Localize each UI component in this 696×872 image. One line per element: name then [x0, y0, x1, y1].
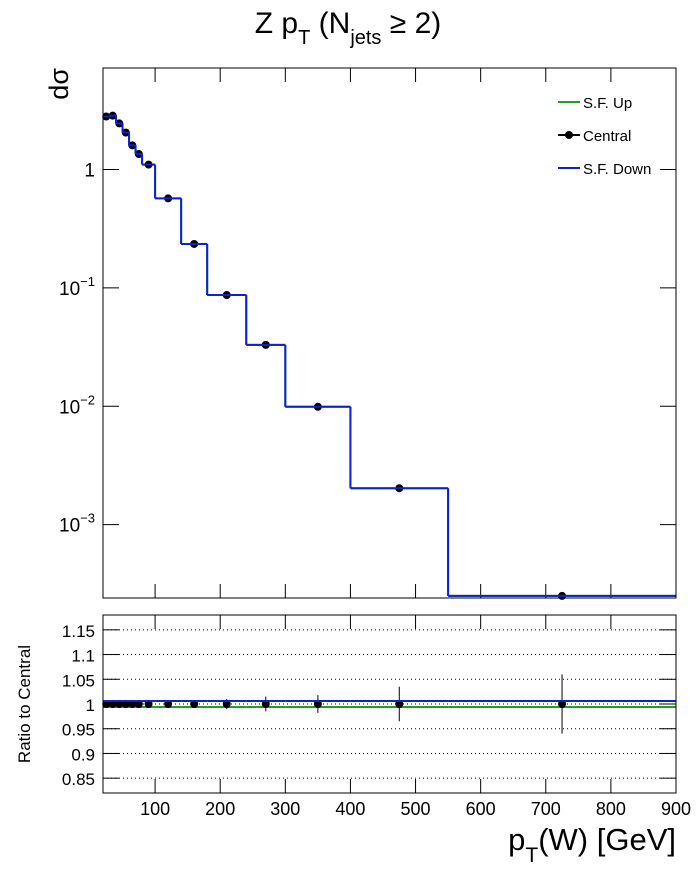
y-tick-label: 10−2 — [59, 392, 95, 418]
chart-title: Z pT (Njets ≥ 2) — [255, 7, 442, 49]
title-part: Z p — [255, 7, 298, 40]
y-tick-base: 10 — [59, 397, 80, 418]
y-tick-exponent: −3 — [80, 511, 95, 526]
x-tick-label: 200 — [205, 799, 235, 819]
y-tick-label: 1.15 — [62, 622, 95, 641]
x-axis-label: pT(W) [GeV] — [508, 822, 676, 867]
y-tick-base: 10 — [59, 279, 80, 300]
title-part: ≥ 2) — [381, 7, 441, 40]
y-tick-label: 1.05 — [62, 671, 95, 690]
x-tick-label: 100 — [140, 799, 170, 819]
y-tick-label: 1.1 — [71, 647, 95, 666]
title-part: jets — [349, 27, 381, 49]
legend-label: S.F. Up — [583, 95, 632, 112]
legend-marker — [565, 131, 573, 139]
x-tick-label: 600 — [466, 799, 496, 819]
y-tick-label: 10−1 — [59, 274, 95, 300]
frame — [102, 67, 677, 599]
x-label-part: (W) [GeV] — [538, 822, 676, 857]
y-tick-label: 1 — [84, 160, 95, 181]
y-tick-label: 0.95 — [62, 721, 95, 740]
y-tick-exponent: −2 — [80, 392, 95, 407]
x-label-part: p — [508, 822, 525, 857]
x-tick-label: 700 — [531, 799, 561, 819]
y-tick-exponent: −1 — [80, 274, 95, 289]
x-tick-label: 500 — [401, 799, 431, 819]
x-label-part: T — [525, 844, 538, 867]
legend-label: Central — [583, 128, 631, 145]
x-tick-label: 400 — [335, 799, 365, 819]
x-tick-label: 800 — [596, 799, 626, 819]
title-part: (N — [310, 7, 350, 40]
y-tick-base: 10 — [59, 516, 80, 537]
y-tick-label: 1 — [86, 696, 95, 715]
y-axis-label: dσ — [44, 68, 74, 100]
y-tick-label: 0.85 — [62, 770, 95, 789]
title-part: T — [298, 27, 310, 49]
y-axis-label: Ratio to Central — [15, 645, 34, 763]
y-tick-label: 10−3 — [59, 511, 95, 537]
x-tick-label: 900 — [661, 799, 691, 819]
frame — [102, 614, 677, 794]
y-tick-label: 0.9 — [71, 745, 95, 764]
legend-label: S.F. Down — [583, 161, 651, 178]
x-tick-label: 300 — [270, 799, 300, 819]
